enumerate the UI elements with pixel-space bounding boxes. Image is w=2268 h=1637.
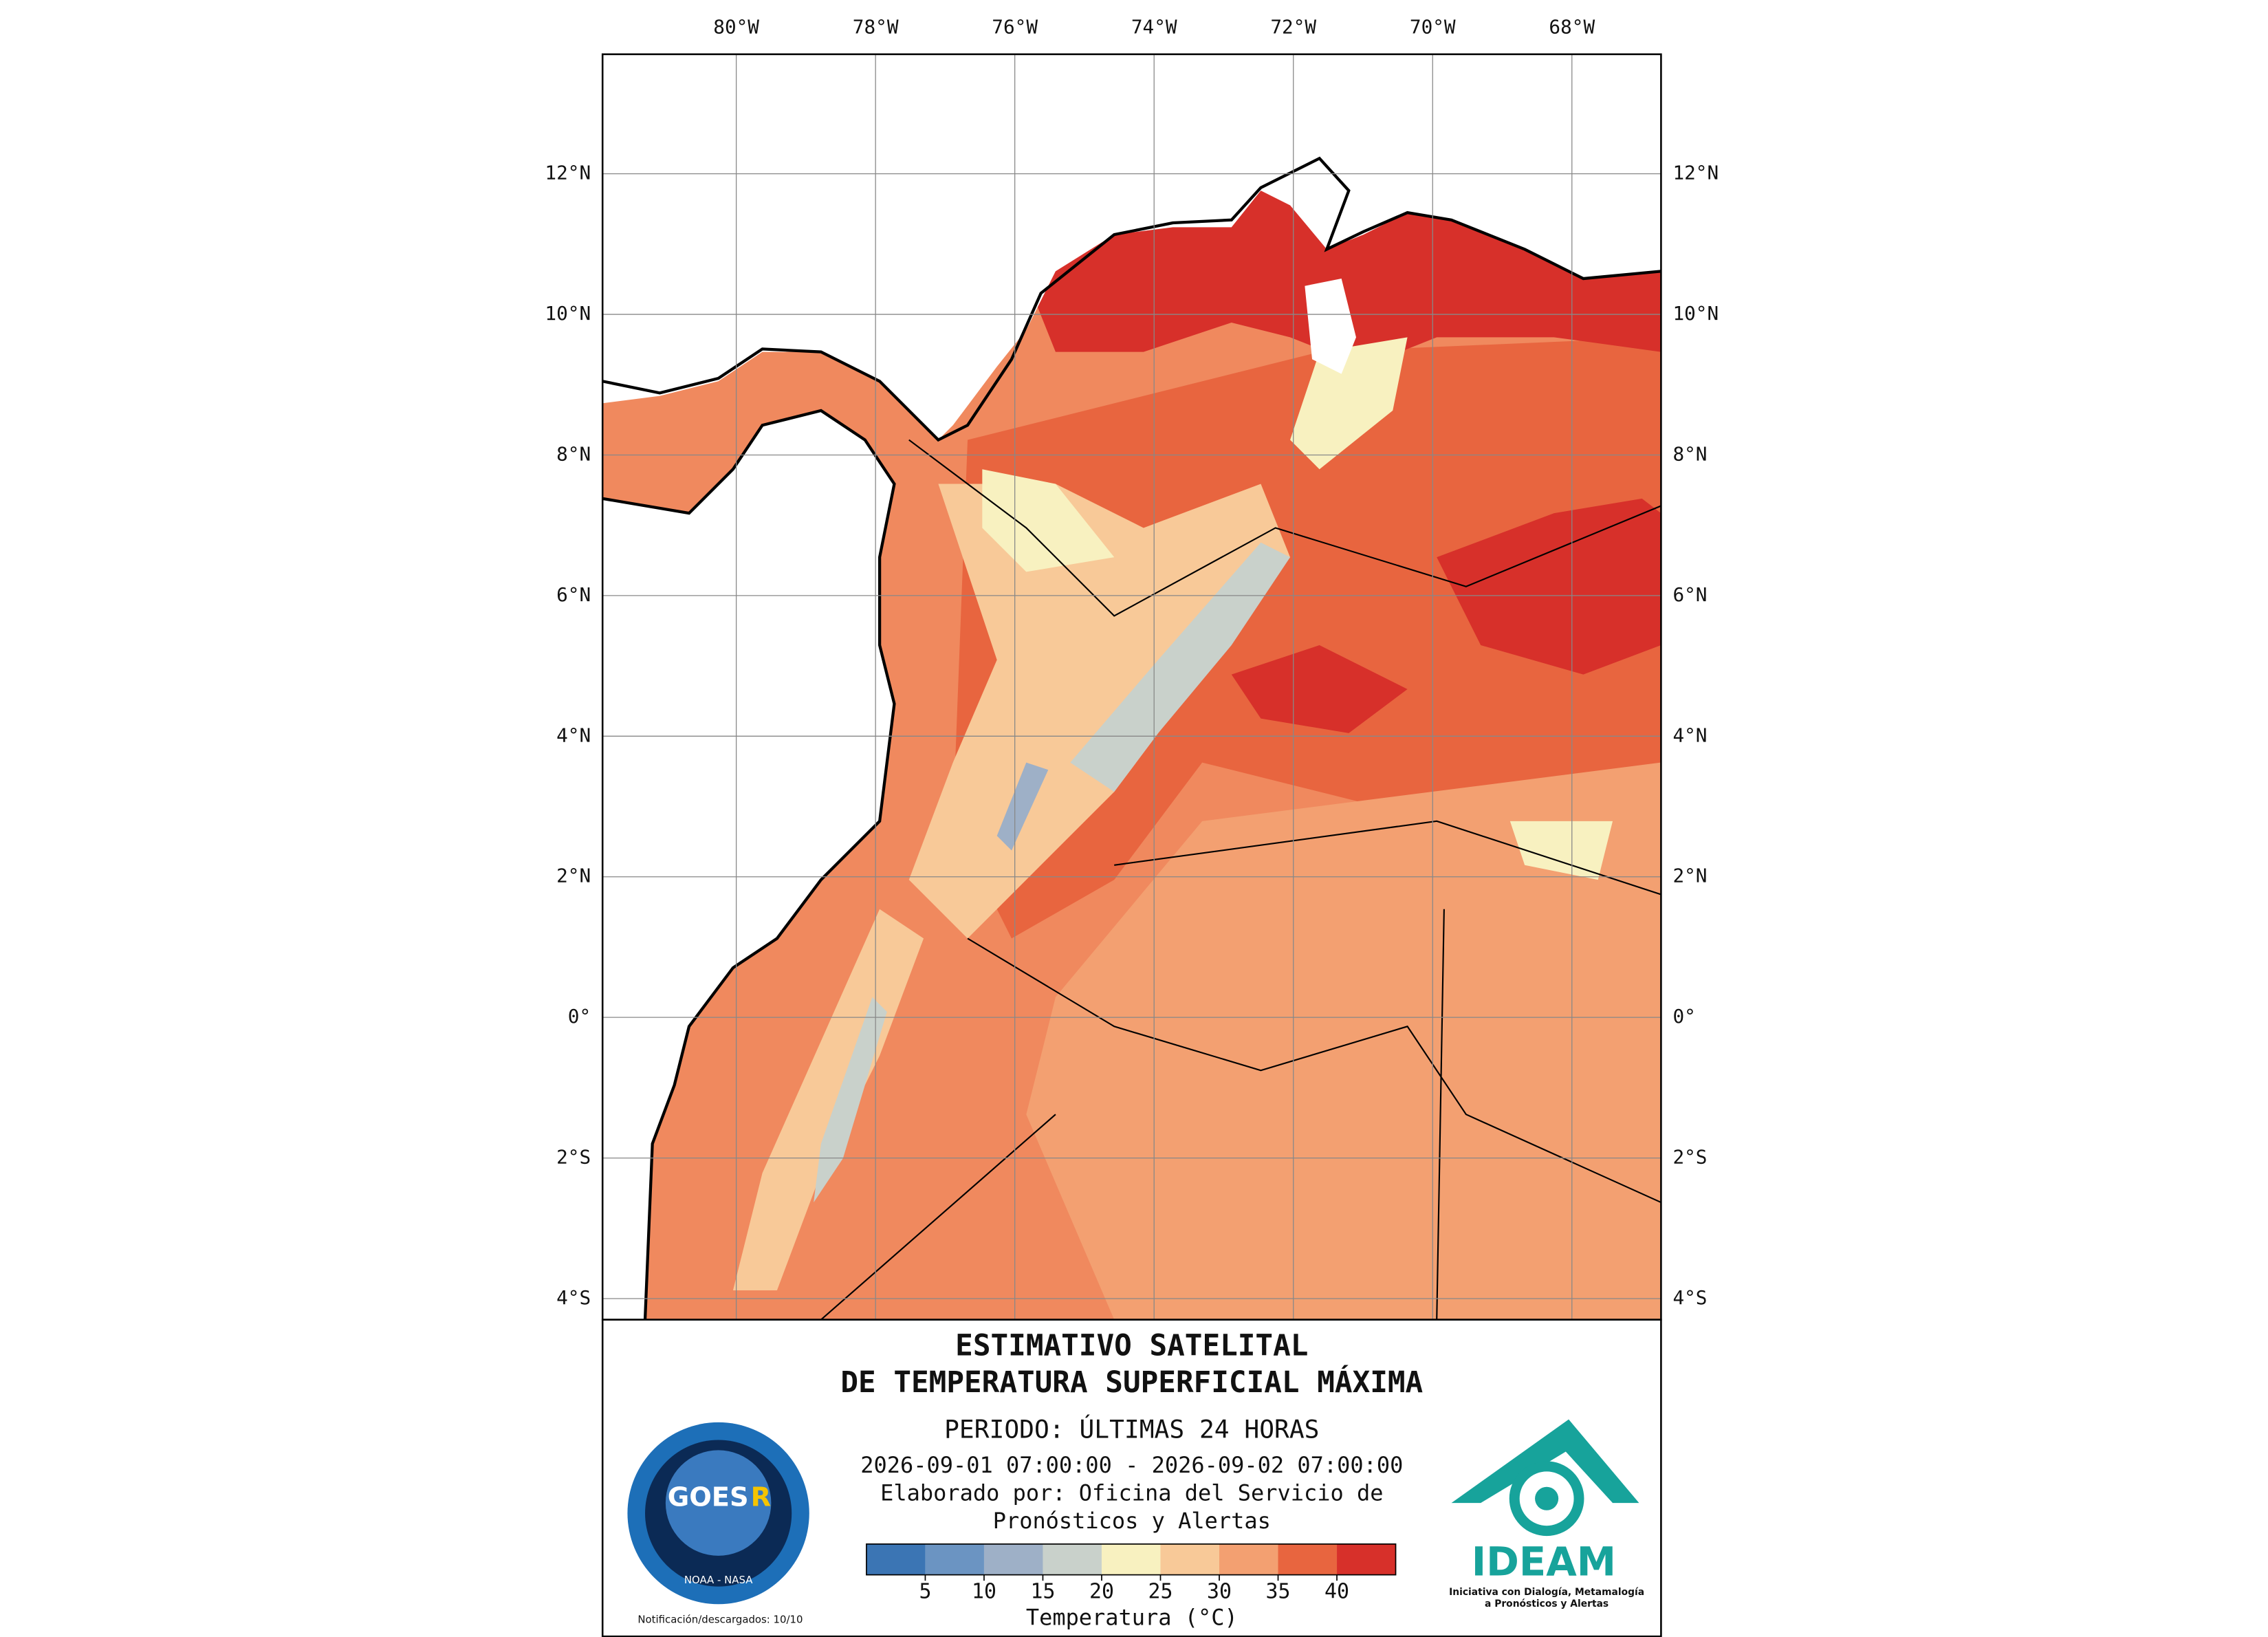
graticule [602, 54, 1661, 1320]
colorbar-swatch [1101, 1543, 1161, 1575]
lon-label: 78°W [853, 16, 899, 39]
lat-label: 0° [1672, 1005, 1695, 1028]
lat-label: 12°N [1672, 162, 1719, 184]
shape [1305, 279, 1356, 374]
shape [602, 156, 1661, 442]
goes-logo: GOES R NOAA - NASA [627, 1422, 809, 1605]
colorbar-frame [866, 1543, 1397, 1576]
lon-label: 70°W [1410, 16, 1456, 39]
logo-text: GOES [668, 1482, 749, 1513]
colorbar-tick-label: 30 [1207, 1580, 1232, 1604]
colorbar-swatch [925, 1543, 984, 1575]
colorbar-tick-label: 40 [1324, 1580, 1349, 1604]
lon-label: 80°W [713, 16, 759, 39]
lat-label: 2°N [556, 865, 591, 887]
lon-label: 76°W [992, 16, 1038, 39]
shape [1026, 161, 1661, 367]
lat-label: 4°N [556, 724, 591, 746]
shape [1026, 762, 1661, 1320]
period: PERIODO: ÚLTIMAS 24 HORAS [944, 1415, 1319, 1444]
lon-label: 72°W [1270, 16, 1316, 39]
lat-label: 12°N [545, 162, 591, 184]
title: ESTIMATIVO SATELITAL [955, 1329, 1308, 1363]
graticule-labels: 80°W 78°W 76°W 74°W 72°W 70°W 68°W 12°N 12°N 10°N… [545, 16, 1719, 1309]
lon-label: 68°W [1549, 16, 1595, 39]
logo-text: NOAA - NASA [684, 1574, 753, 1586]
lat-label: 8°N [556, 442, 591, 465]
colorbar-swatch [983, 1543, 1043, 1575]
logo-globe [665, 1450, 772, 1556]
colorbar: 5 10 15 20 25 30 35 40 [866, 1543, 1397, 1604]
colorbar-label: Temperatura (°C) [1026, 1605, 1238, 1631]
title: DE TEMPERATURA SUPERFICIAL MÁXIMA [840, 1365, 1423, 1400]
shape [602, 409, 896, 1320]
colorbar-tick-label: 5 [919, 1580, 931, 1604]
shape [814, 997, 887, 1203]
logo-swirl [1535, 1486, 1559, 1510]
lat-label: 8°N [1672, 442, 1707, 465]
logo-text: R [751, 1482, 772, 1513]
temperature-field [602, 54, 1661, 1320]
colorbar-swatch [1043, 1543, 1102, 1575]
lat-label: 0° [568, 1005, 591, 1028]
shape [1231, 645, 1408, 733]
shape [602, 54, 1661, 440]
colorbar-swatch [1160, 1543, 1220, 1575]
notice: Notificación/descargados: 10/10 [637, 1614, 803, 1626]
lat-label: 10°N [1672, 302, 1719, 325]
colorbar-swatch [1337, 1543, 1396, 1575]
shape [996, 762, 1049, 851]
lat-label: 6°N [556, 583, 591, 606]
lat-label: 2°S [1672, 1146, 1707, 1169]
shape [1437, 498, 1661, 675]
lat-label: 4°S [556, 1286, 591, 1309]
logo-text: a Pronósticos y Alertas [1485, 1598, 1609, 1609]
date-range: 2026-09-01 07:00:00 - 2026-09-02 07:00:0… [860, 1452, 1403, 1478]
logo-mountain [1451, 1419, 1639, 1504]
logo-text: IDEAM [1472, 1539, 1616, 1585]
shape [1070, 542, 1291, 792]
lon-label: 74°W [1131, 16, 1177, 39]
colorbar-swatch [1219, 1543, 1278, 1575]
shape [602, 410, 895, 1320]
colorbar-swatch [1278, 1543, 1338, 1575]
colorbar-tick-label: 15 [1031, 1580, 1056, 1604]
colorbar-tick-label: 25 [1148, 1580, 1173, 1604]
colorbar-tick-label: 20 [1089, 1580, 1114, 1604]
lat-label: 2°S [556, 1146, 591, 1169]
colorbar-tick-label: 35 [1266, 1580, 1291, 1604]
lat-label: 6°N [1672, 583, 1707, 606]
ideam-logo: IDEAM Iniciativa con Dialogía, Metamalog… [1449, 1419, 1644, 1609]
logo-text: Iniciativa con Dialogía, Metamalogía [1449, 1587, 1644, 1598]
colorbar-tick-label: 10 [972, 1580, 996, 1604]
shape [1290, 337, 1408, 470]
logo-swirl [1509, 1461, 1584, 1537]
shape [1509, 821, 1613, 880]
shape [820, 439, 1661, 1320]
lat-label: 4°N [1672, 724, 1707, 746]
credit: Elaborado por: Oficina del Servicio de [880, 1479, 1383, 1506]
lat-label: 4°S [1672, 1286, 1707, 1309]
lat-label: 10°N [545, 302, 591, 325]
lat-label: 2°N [1672, 865, 1707, 887]
colorbar-swatch [866, 1543, 926, 1575]
credit: Pronósticos y Alertas [993, 1508, 1271, 1534]
